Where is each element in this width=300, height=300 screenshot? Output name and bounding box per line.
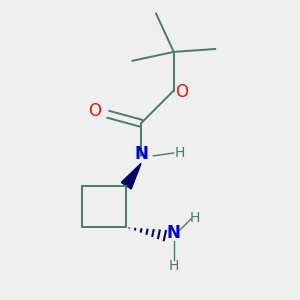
Text: N: N	[134, 146, 148, 164]
Text: H: H	[175, 146, 185, 160]
Text: H: H	[169, 259, 179, 273]
Text: O: O	[88, 102, 101, 120]
Text: N: N	[167, 224, 181, 242]
Text: O: O	[175, 83, 188, 101]
Text: H: H	[189, 212, 200, 225]
Polygon shape	[121, 164, 141, 189]
